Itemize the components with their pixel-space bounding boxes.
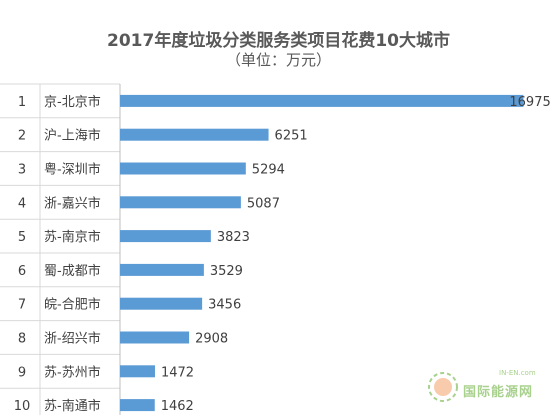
value-label: 3456 [208,298,241,313]
bar [120,230,211,243]
category-label: 沪-上海市 [44,128,101,144]
bar [120,162,246,175]
rank-label: 9 [18,365,26,380]
value-label: 1462 [161,399,194,414]
bar [120,196,241,209]
bar [120,297,203,310]
value-label: 2908 [195,332,228,347]
sun-icon [428,372,458,402]
rank-label: 3 [18,163,26,178]
value-label: 6251 [275,129,308,144]
value-label: 5087 [247,196,280,211]
rank-label: 6 [18,264,26,279]
category-label: 皖-合肥市 [44,297,101,313]
category-label: 蜀-成都市 [44,263,101,279]
watermark-logo: IN-EN.com 国际能源网 [421,361,551,411]
value-label: 3529 [210,264,243,279]
chart-title: 2017年度垃圾分类服务类项目花费10大城市 [107,31,450,51]
category-label: 浙-嘉兴市 [44,195,101,211]
rank-label: 10 [14,399,31,414]
rank-label: 5 [18,230,26,245]
watermark-text: 国际能源网 [463,385,534,400]
category-label: 京-北京市 [44,94,101,110]
chart-subtitle: （单位：万元） [225,51,331,69]
value-label: 1472 [161,365,194,380]
bar [120,128,269,141]
rank-label: 4 [18,196,26,211]
value-label: 5294 [252,163,285,178]
category-label: 苏-南通市 [44,398,101,414]
rank-label: 7 [18,298,26,313]
bar [120,331,190,344]
bar [120,399,155,412]
rank-label: 1 [18,95,26,110]
category-label: 苏-南京市 [44,229,101,245]
bar [120,365,155,378]
rank-label: 2 [18,129,26,144]
value-label: 3823 [217,230,250,245]
value-label: 16975 [509,95,550,110]
bar [120,263,204,276]
bar [120,94,524,107]
category-label: 苏-苏州市 [44,364,101,380]
rank-label: 8 [18,332,26,347]
watermark-sub: IN-EN.com [499,369,536,377]
category-label: 浙-绍兴市 [44,331,101,347]
category-label: 粤-深圳市 [44,162,101,178]
